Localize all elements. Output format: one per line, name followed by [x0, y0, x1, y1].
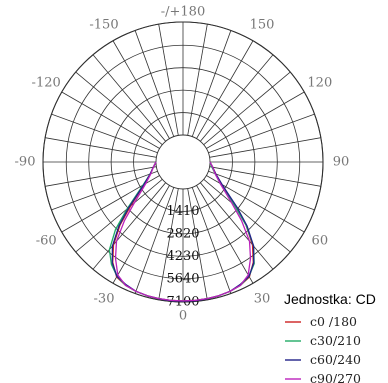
- spoke-line: [112, 40, 170, 139]
- spoke-line: [191, 187, 232, 294]
- legend: Jednostka: CD c0 /180 c30/210 c60/240 c90/2…: [284, 291, 376, 383]
- angle-label: 90: [333, 155, 350, 170]
- spoke-line: [208, 170, 315, 211]
- spoke-line: [203, 71, 291, 145]
- radial-tick-label: 5640: [166, 271, 199, 286]
- radial-tick-label: 1410: [166, 204, 199, 219]
- spoke-line: [209, 166, 321, 187]
- angle-label: 120: [307, 76, 332, 91]
- legend-entry: c0 /180: [310, 314, 357, 329]
- angle-label: 60: [312, 234, 329, 249]
- angle-label: 150: [250, 18, 275, 33]
- spoke-line: [45, 137, 157, 158]
- grid-ring: [110, 89, 256, 235]
- radial-tick-label: 7100: [166, 295, 199, 310]
- angle-label: -60: [36, 234, 57, 249]
- spoke-line: [187, 188, 208, 300]
- angle-labels: -/+180 150 -150 120 -120 90 -90 60 -60 30 -30 0: [15, 5, 350, 324]
- spoke-line: [75, 179, 163, 253]
- legend-entry: c30/210: [310, 333, 361, 348]
- grid-ring: [42, 21, 324, 303]
- spoke-line: [158, 24, 179, 136]
- angle-label: -150: [89, 18, 118, 33]
- angle-label: -30: [94, 291, 115, 306]
- spoke-line: [134, 30, 175, 137]
- spoke-line: [61, 91, 160, 149]
- angle-label: 0: [179, 309, 187, 324]
- grid-ring: [133, 112, 233, 212]
- radial-labels: 1410 2820 4230 5640 7100: [166, 204, 199, 310]
- radial-tick-label: 2820: [166, 226, 199, 241]
- spoke-line: [206, 91, 305, 149]
- spoke-line: [203, 179, 291, 253]
- grid-ring: [65, 44, 301, 280]
- spoke-line: [92, 182, 166, 270]
- spoke-line: [134, 187, 175, 294]
- angle-label: -/+180: [161, 5, 205, 20]
- spoke-line: [158, 188, 179, 300]
- intensity-curves: [108, 161, 255, 302]
- spoke-line: [196, 185, 254, 284]
- legend-entry: c60/240: [310, 352, 361, 367]
- radial-tick-label: 4230: [166, 249, 199, 264]
- spoke-line: [45, 166, 157, 187]
- spoke-line: [51, 170, 158, 211]
- spoke-line: [208, 113, 315, 154]
- spoke-line: [209, 137, 321, 158]
- spoke-line: [200, 182, 274, 270]
- spoke-line: [200, 54, 274, 142]
- legend-title: Jednostka: CD: [284, 291, 376, 307]
- angle-label: -120: [32, 76, 61, 91]
- spoke-line: [75, 71, 163, 145]
- series-curve-c90-270: [114, 161, 252, 302]
- polar-grid: [42, 21, 324, 303]
- legend-entry: c90/270: [310, 371, 361, 383]
- angle-label: 30: [254, 291, 271, 306]
- spoke-line: [92, 54, 166, 142]
- spoke-line: [191, 30, 232, 137]
- grid-ring: [88, 67, 278, 257]
- spoke-line: [112, 185, 170, 284]
- spoke-line: [187, 24, 208, 136]
- spoke-line: [196, 40, 254, 139]
- center-hub: [155, 134, 211, 190]
- angle-label: -90: [15, 155, 36, 170]
- spoke-line: [51, 113, 158, 154]
